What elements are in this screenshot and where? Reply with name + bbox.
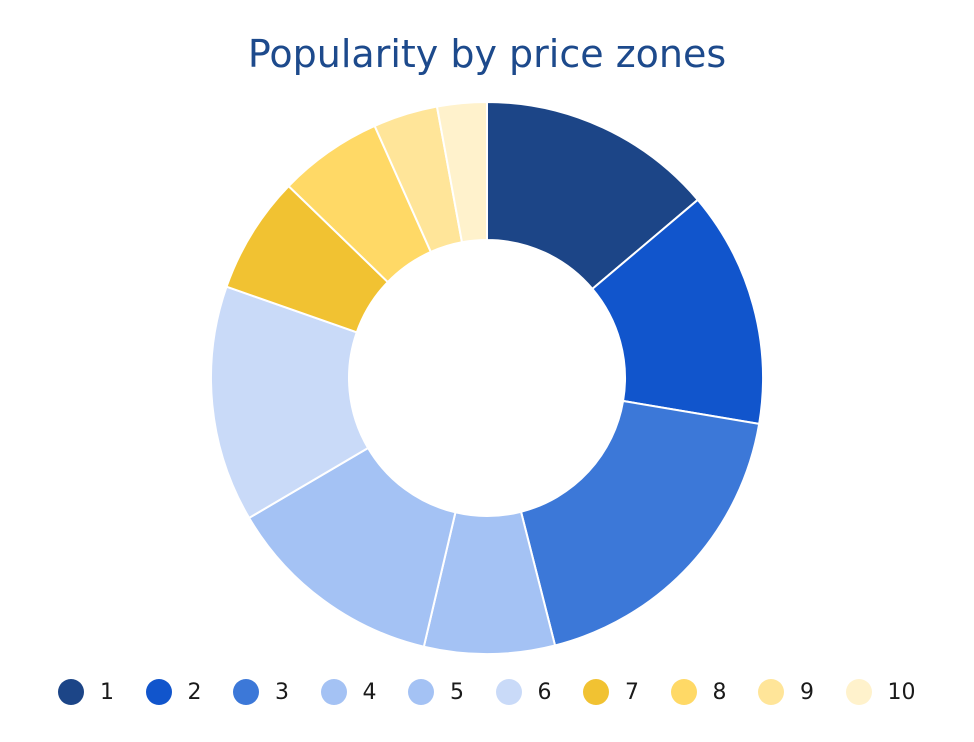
legend-item-2[interactable]: 2: [145, 672, 202, 712]
legend-label: 7: [625, 679, 639, 705]
legend-label: 5: [450, 679, 464, 705]
legend-item-3[interactable]: 3: [233, 672, 289, 712]
legend-item-9[interactable]: 9: [758, 672, 814, 712]
legend-item-4[interactable]: 4: [320, 672, 377, 712]
legend-swatch: [233, 679, 259, 705]
legend-swatch: [58, 679, 84, 705]
donut-slice-2[interactable]: [590, 198, 764, 426]
legend-label: 9: [800, 679, 814, 705]
legend-label: 3: [275, 679, 289, 705]
legend-swatch: [758, 679, 784, 705]
legend-label: 6: [537, 679, 552, 705]
legend-swatch: [845, 679, 872, 705]
donut-slice-1[interactable]: [486, 100, 700, 291]
legend-item-7[interactable]: 7: [583, 672, 639, 712]
legend-item-6[interactable]: 6: [495, 672, 552, 712]
legend-item-1[interactable]: 1: [58, 672, 114, 712]
legend-swatch: [145, 679, 172, 705]
donut-slice-3[interactable]: [519, 399, 761, 647]
legend-label: 4: [362, 679, 377, 705]
legend-label: 2: [187, 679, 202, 705]
donut-slice-5[interactable]: [247, 446, 457, 648]
chart-legend: 1 2 3 4 5 6 7 8 9 10: [0, 672, 974, 712]
legend-label: 8: [712, 679, 727, 705]
legend-item-8[interactable]: 8: [670, 672, 727, 712]
legend-item-10[interactable]: 10: [845, 672, 916, 712]
donut-slice-10[interactable]: [435, 100, 488, 244]
legend-swatch: [583, 679, 609, 705]
legend-label: 10: [887, 679, 916, 705]
legend-swatch: [495, 679, 522, 705]
legend-swatch: [408, 679, 434, 705]
legend-item-5[interactable]: 5: [408, 672, 464, 712]
legend-label: 1: [100, 679, 114, 705]
chart-title: Popularity by price zones: [247, 32, 727, 76]
donut-slice-6[interactable]: [210, 285, 370, 520]
legend-swatch: [320, 679, 347, 705]
legend-swatch: [670, 679, 697, 705]
